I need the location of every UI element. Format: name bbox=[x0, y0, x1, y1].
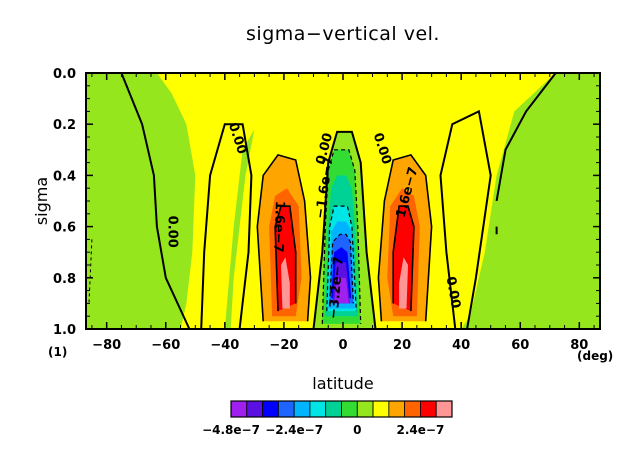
field-region-midlatitude bbox=[461, 73, 600, 329]
contour-label: 0.00 bbox=[165, 216, 180, 248]
colorbar-swatch bbox=[435, 400, 453, 418]
contour-line-positive bbox=[256, 153, 312, 322]
contour-line-positive bbox=[274, 205, 297, 312]
colorbar-swatch bbox=[309, 400, 327, 418]
colorbar-swatch bbox=[246, 400, 263, 418]
contour-line-zero bbox=[312, 130, 377, 330]
colorbar-tick-label: −4.8e−7 bbox=[202, 423, 260, 437]
contour-label: −3.2e−7 bbox=[326, 256, 346, 320]
contour-line-positive bbox=[377, 153, 433, 322]
x-tick-label: −20 bbox=[269, 338, 298, 353]
colorbar-swatch bbox=[356, 400, 374, 418]
colorbar-swatch bbox=[230, 400, 248, 418]
contour-line-zero bbox=[495, 72, 557, 202]
contour-label: 0.00 bbox=[443, 275, 463, 309]
x-axis: −80 −60 −40 −20 0 20 40 60 80 bbox=[91, 73, 595, 353]
contour-field bbox=[86, 73, 600, 329]
colorbar-swatch bbox=[404, 400, 421, 418]
contour-line-negative bbox=[329, 233, 354, 304]
field-region-midlatitude bbox=[224, 129, 255, 329]
colorbar-swatch bbox=[262, 400, 279, 418]
colorbar-swatch bbox=[388, 400, 406, 418]
x-tick-label: 60 bbox=[511, 338, 529, 353]
colorbar-tick-label: −2.4e−7 bbox=[265, 423, 323, 437]
x-tick-label: 40 bbox=[452, 338, 470, 353]
contour-line-negative bbox=[88, 239, 93, 304]
y-tick-label: 0.0 bbox=[53, 67, 76, 82]
y-tick-label: 0.8 bbox=[53, 272, 76, 287]
y-axis: 0.0 0.2 0.4 0.6 0.8 1.0 bbox=[53, 67, 600, 338]
x-unit-label: (deg) bbox=[577, 349, 613, 363]
y-tick-label: 0.4 bbox=[53, 169, 76, 184]
y-tick-label: 0.2 bbox=[53, 118, 76, 133]
x-tick-label: −80 bbox=[92, 338, 121, 353]
colorbar-swatch bbox=[293, 400, 311, 418]
colorbar bbox=[230, 400, 453, 418]
contour-line-zero bbox=[439, 109, 492, 330]
y-axis-label: sigma bbox=[32, 177, 51, 225]
y-tick-label: 1.0 bbox=[53, 323, 76, 338]
x-tick-label: 20 bbox=[393, 338, 411, 353]
x-tick-label: −40 bbox=[210, 338, 239, 353]
field-region-midlatitude bbox=[86, 73, 196, 329]
colorbar-swatch bbox=[372, 400, 390, 418]
contour-line-zero bbox=[200, 123, 253, 330]
colorbar-tick-label: 2.4e−7 bbox=[397, 423, 445, 437]
colorbar-tick-label: 0 bbox=[353, 423, 361, 437]
colorbar-swatch bbox=[325, 400, 342, 418]
colorbar-tick-labels: −4.8e−7 −2.4e−7 0 2.4e−7 bbox=[202, 423, 444, 437]
x-tick-label: −60 bbox=[151, 338, 180, 353]
x-tick-label: 0 bbox=[338, 338, 347, 353]
colorbar-swatch bbox=[277, 400, 295, 418]
y-tick-label: 0.6 bbox=[53, 221, 76, 236]
contour-line-negative bbox=[321, 149, 362, 324]
contour-label: 1.6e−7 bbox=[270, 201, 287, 253]
field-region-subtropical-downwelling bbox=[399, 257, 408, 309]
field-region-tropical-upwelling bbox=[334, 277, 349, 304]
chart-title: sigma−vertical vel. bbox=[246, 23, 440, 45]
contour-line-negative bbox=[326, 205, 357, 312]
contour-line-positive bbox=[392, 205, 415, 312]
contour-line-zero bbox=[120, 72, 191, 330]
colorbar-swatch bbox=[341, 400, 358, 418]
y-unit-label: (1) bbox=[48, 345, 67, 359]
colorbar-frame bbox=[230, 400, 453, 418]
colorbar-swatch bbox=[420, 400, 437, 418]
x-axis-label: latitude bbox=[312, 374, 373, 393]
field-region-subtropical-downwelling bbox=[281, 257, 290, 309]
contour-lines bbox=[88, 72, 557, 330]
x-tick-label: 80 bbox=[570, 338, 588, 353]
